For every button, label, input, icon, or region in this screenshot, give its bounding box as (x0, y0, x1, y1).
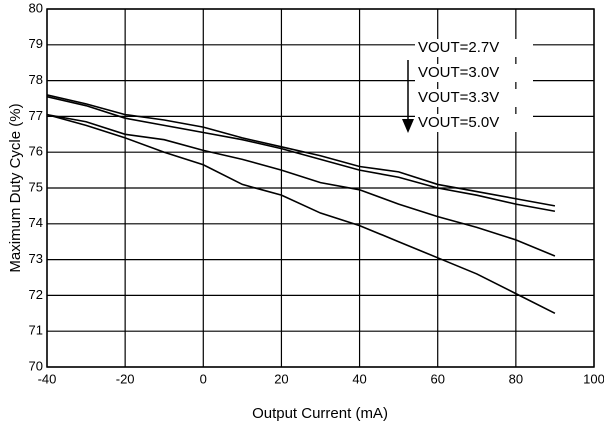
series-line (46, 95, 556, 213)
legend-label: VOUT=5.0V (418, 114, 499, 131)
legend-label: VOUT=3.3V (418, 89, 499, 106)
legend-label: VOUT=2.7V (418, 39, 499, 56)
y-tick-label: 72 (29, 287, 43, 302)
legend-background (415, 114, 533, 132)
y-tick-label: 77 (29, 108, 43, 123)
series-line (46, 94, 556, 207)
x-axis-label: Output Current (mA) (252, 405, 388, 422)
x-tick-label: 80 (509, 371, 523, 386)
y-tick-label: 80 (29, 0, 43, 15)
x-tick-label: 20 (274, 371, 288, 386)
x-tick-label: -40 (38, 371, 57, 386)
y-tick-label: 74 (29, 215, 43, 230)
y-tick-label: 71 (29, 323, 43, 338)
x-tick-label: 40 (352, 371, 366, 386)
x-tick-label: 100 (583, 371, 604, 386)
legend-label: VOUT=3.0V (418, 64, 499, 81)
x-tick-label: 60 (430, 371, 444, 386)
y-tick-label: 73 (29, 251, 43, 266)
y-tick-label: 76 (29, 144, 43, 159)
y-tick-label: 79 (29, 36, 43, 51)
y-tick-label: 70 (29, 358, 43, 373)
x-tick-label: -20 (116, 371, 135, 386)
legend-background (415, 39, 533, 57)
legend-background (415, 89, 533, 107)
y-axis-label: Maximum Duty Cycle (%) (7, 103, 24, 272)
y-tick-label: 78 (29, 72, 43, 87)
series-line (46, 113, 556, 315)
legend-arrowhead (402, 119, 414, 133)
series-line (46, 113, 556, 257)
legend-background (415, 64, 533, 82)
x-tick-label: 0 (200, 371, 207, 386)
y-tick-label: 75 (29, 179, 43, 194)
